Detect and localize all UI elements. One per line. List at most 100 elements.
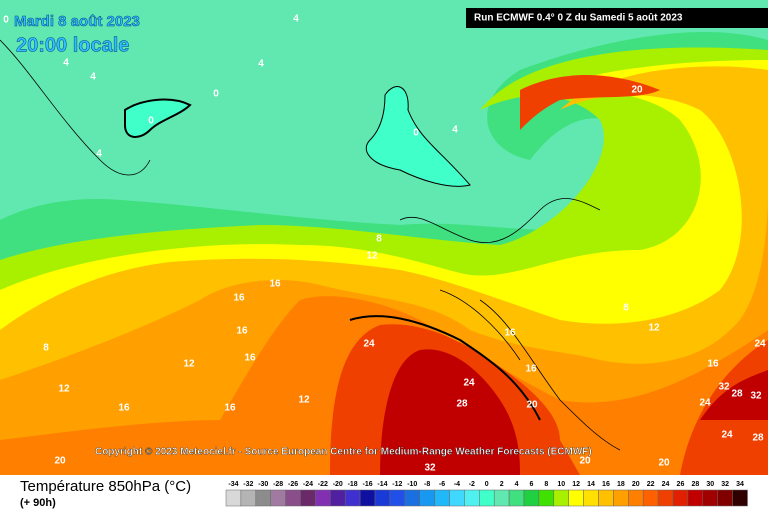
scale-swatch xyxy=(359,489,376,507)
scale-label: -16 xyxy=(362,481,372,488)
scale-label: -26 xyxy=(288,481,298,488)
scale-label: 14 xyxy=(587,481,595,488)
scale-swatch xyxy=(628,489,644,507)
scale-swatch xyxy=(523,489,540,507)
scale-label: 0 xyxy=(485,481,489,488)
scale-swatch xyxy=(538,489,555,507)
contour-label: 32 xyxy=(750,391,762,402)
scale-swatch xyxy=(732,489,748,507)
scale-label: 6 xyxy=(529,481,533,488)
scale-swatch xyxy=(702,489,718,507)
contour-label: 20 xyxy=(526,400,538,411)
scale-label: -24 xyxy=(303,481,313,488)
contour-label: 0 xyxy=(213,89,219,100)
scale-swatch xyxy=(479,489,495,507)
temperature-field xyxy=(0,0,768,476)
scale-swatch xyxy=(255,489,271,507)
contour-label: 20 xyxy=(54,456,66,467)
contour-label: 0 xyxy=(148,116,154,127)
contour-label: 24 xyxy=(463,378,475,389)
contour-label: 12 xyxy=(648,323,660,334)
contour-label: 24 xyxy=(699,398,711,409)
contour-label: 16 xyxy=(525,364,537,375)
contour-label: 24 xyxy=(754,339,766,350)
contour-label: 28 xyxy=(752,433,764,444)
scale-label: 12 xyxy=(572,481,580,488)
scale-swatch xyxy=(717,489,733,507)
scale-swatch xyxy=(642,489,659,507)
scale-swatch xyxy=(598,489,614,507)
scale-swatch xyxy=(419,489,435,507)
scale-swatch xyxy=(374,489,391,507)
run-info: Run ECMWF 0.4° 0 Z du Samedi 5 août 2023 xyxy=(474,13,683,24)
run-banner xyxy=(466,8,768,28)
contour-label: 4 xyxy=(96,149,102,160)
scale-label: 32 xyxy=(721,481,729,488)
scale-label: -8 xyxy=(424,481,430,488)
scale-swatch xyxy=(553,489,569,507)
scale-swatch xyxy=(672,489,689,507)
scale-swatch xyxy=(225,489,242,507)
scale-label: -12 xyxy=(392,481,402,488)
scale-swatch xyxy=(240,489,257,507)
scale-label: -2 xyxy=(469,481,475,488)
contour-label: 24 xyxy=(721,430,733,441)
scale-label: 22 xyxy=(647,481,655,488)
scale-label: -10 xyxy=(407,481,417,488)
coastlines xyxy=(0,39,621,451)
contour-label: 16 xyxy=(236,326,248,337)
contour-label: 32 xyxy=(718,382,730,393)
scale-label: 16 xyxy=(602,481,610,488)
scale-label: 34 xyxy=(736,481,744,488)
contour-label: 16 xyxy=(707,359,719,370)
scale-label: -14 xyxy=(377,481,387,488)
scale-label: 8 xyxy=(544,481,548,488)
scale-swatch xyxy=(657,489,674,507)
scale-label: -30 xyxy=(258,481,268,488)
scale-label: -6 xyxy=(439,481,445,488)
contour-label: 16 xyxy=(269,279,281,290)
scale-swatch xyxy=(613,489,629,507)
contour-label: 8 xyxy=(623,303,629,314)
contour-label: 20 xyxy=(658,458,670,469)
scale-label: 24 xyxy=(662,481,670,488)
copyright: Copyright © 2023 Meteociel.fr - Source E… xyxy=(95,447,592,458)
scale-label: -18 xyxy=(348,481,358,488)
scale-swatch xyxy=(449,489,465,507)
contour-label: 16 xyxy=(504,328,516,339)
contour-label: 4 xyxy=(452,125,458,136)
contour-label: 24 xyxy=(363,339,375,350)
forecast-date: Mardi 8 août 2023 xyxy=(14,13,140,30)
scale-swatch xyxy=(434,489,450,507)
contour-label: 12 xyxy=(58,384,70,395)
contour-labels: 0 4 4 4 4 0 0 0 4 4 20 8 12 16 16 16 16 12 8 12 16 16 12 24 24 28… xyxy=(3,14,766,474)
contour-label: 32 xyxy=(424,463,436,474)
scale-swatch xyxy=(404,489,420,507)
legend-title: Température 850hPa (°C) xyxy=(20,478,191,495)
contour-label: 8 xyxy=(376,234,382,245)
scale-swatch xyxy=(508,489,525,507)
contour-label: 28 xyxy=(456,399,468,410)
contour-label: 4 xyxy=(90,72,96,83)
scale-swatch xyxy=(493,489,510,507)
contour-label: 16 xyxy=(118,403,130,414)
scale-label: -4 xyxy=(454,481,460,488)
contour-label: 4 xyxy=(258,59,264,70)
scale-label: 20 xyxy=(632,481,640,488)
contour-label: 8 xyxy=(43,343,49,354)
scale-label: -20 xyxy=(333,481,343,488)
contour-label: 0 xyxy=(3,15,9,26)
scale-label: 18 xyxy=(617,481,625,488)
contour-label: 0 xyxy=(413,128,419,139)
scale-swatch xyxy=(285,489,301,507)
contour-label: 12 xyxy=(366,251,378,262)
contour-label: 20 xyxy=(631,85,643,96)
scale-swatch xyxy=(687,489,704,507)
scale-label: 30 xyxy=(706,481,714,488)
contour-label: 4 xyxy=(63,58,69,69)
contour-label: 12 xyxy=(298,395,310,406)
forecast-time: 20:00 locale xyxy=(16,34,129,56)
contour-label: 20 xyxy=(579,456,591,467)
